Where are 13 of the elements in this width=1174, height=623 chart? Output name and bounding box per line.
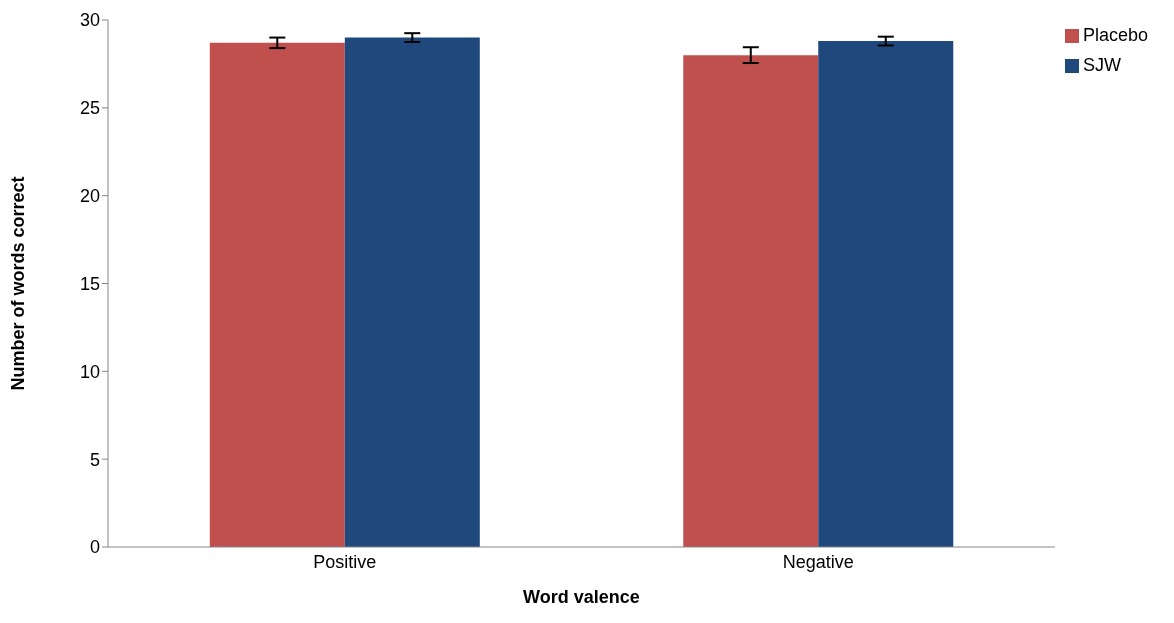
y-tick-label: 0 <box>89 537 100 558</box>
y-tick-label: 10 <box>79 361 100 382</box>
y-tick-label: 25 <box>79 98 100 119</box>
y-tick-label: 5 <box>89 449 100 470</box>
legend-label: SJW <box>1082 55 1121 75</box>
legend-label: Placebo <box>1082 25 1148 45</box>
x-axis-title: Word valence <box>523 587 640 607</box>
y-tick-label: 15 <box>79 273 100 294</box>
x-tick-label: Positive <box>313 551 377 572</box>
y-axis-title: Number of words correct <box>8 176 29 391</box>
x-tick-label: Negative <box>782 551 854 572</box>
y-tick-label: 20 <box>79 186 100 207</box>
y-tick-label: 30 <box>79 10 100 31</box>
